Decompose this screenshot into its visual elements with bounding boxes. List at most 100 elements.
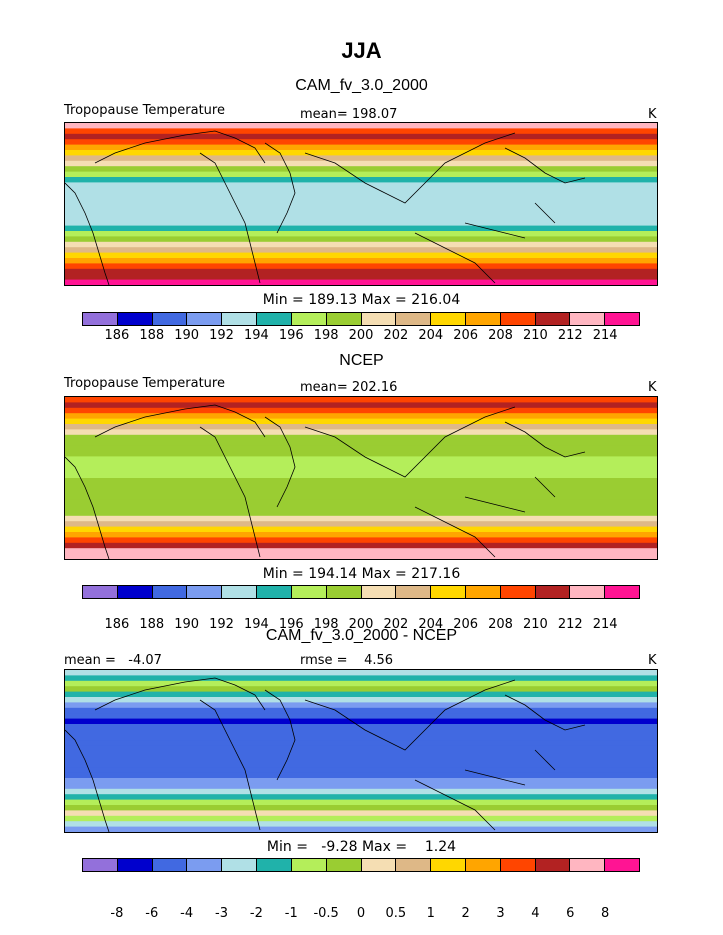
coastline: [414, 506, 496, 558]
colorbar-tick-label: 210: [522, 328, 548, 343]
coastline: [534, 476, 556, 498]
colorbar-swatch: [222, 313, 258, 325]
latitude-band: [65, 713, 657, 720]
colorbar-tick-label: 204: [418, 617, 444, 632]
colorbar-swatch: [257, 313, 292, 325]
colorbar-tick-label: 200: [348, 617, 374, 632]
latitude-band: [65, 488, 657, 495]
panel-title-diff: CAM_fv_3.0_2000 - NCEP: [265, 627, 458, 644]
colorbar-swatch: [152, 586, 188, 598]
latitude-band: [65, 128, 657, 135]
latitude-band: [65, 783, 657, 790]
colorbar-tick-label: 194: [243, 328, 269, 343]
coastline: [199, 426, 261, 558]
colorbar-swatch: [187, 313, 223, 325]
latitude-band: [65, 279, 657, 285]
rmse-label-diff: rmse = 4.56: [300, 653, 394, 668]
colorbar-swatch: [117, 586, 153, 598]
colorbar-tick-label: 206: [453, 328, 479, 343]
colorbar-swatch: [465, 313, 501, 325]
latitude-band: [65, 756, 657, 763]
coastline: [94, 677, 266, 711]
latitude-band: [65, 440, 657, 447]
latitude-band: [65, 670, 657, 676]
colorbar-tick-label: -1: [284, 906, 298, 921]
latitude-band: [65, 526, 657, 533]
variable-label-cam: Tropopause Temperature: [64, 103, 225, 118]
map-diff: [64, 669, 658, 833]
colorbar-tick-label: 188: [139, 328, 165, 343]
colorbar-swatch: [361, 586, 397, 598]
latitude-band: [65, 788, 657, 795]
colorbar-tick-label: 214: [592, 328, 618, 343]
latitude-band: [65, 133, 657, 140]
colorbar-tick-label: 214: [592, 617, 618, 632]
colorbar-tick-label: 198: [313, 617, 339, 632]
latitude-band: [65, 494, 657, 501]
colorbar-tick-label: 202: [383, 617, 409, 632]
colorbar-ncep: [82, 585, 640, 599]
coastline: [464, 496, 526, 513]
colorbar-swatch: [500, 859, 536, 871]
latitude-band: [65, 794, 657, 801]
colorbar-swatch: [535, 313, 571, 325]
map-canvas-cam: [65, 123, 657, 285]
colorbar-swatch: [83, 586, 118, 598]
latitude-band: [65, 778, 657, 784]
latitude-band: [65, 123, 657, 129]
colorbar-tick-label: -0.5: [313, 906, 339, 921]
latitude-band: [65, 418, 657, 425]
colorbar-swatch: [222, 859, 258, 871]
colorbar-swatch: [117, 859, 153, 871]
colorbar-swatch: [361, 859, 397, 871]
latitude-band: [65, 745, 657, 752]
latitude-band: [65, 707, 657, 714]
latitude-band: [65, 171, 657, 178]
colorbar-swatch: [465, 586, 501, 598]
colorbar-tick-label: 196: [278, 617, 304, 632]
latitude-band: [65, 499, 657, 506]
stats-label-ncep: Min = 194.14 Max = 217.16: [262, 566, 461, 582]
colorbar-diff: [82, 858, 640, 872]
colorbar-swatch: [396, 586, 432, 598]
colorbar-swatch: [535, 859, 571, 871]
latitude-band: [65, 510, 657, 517]
latitude-band: [65, 241, 657, 248]
coastline: [464, 222, 526, 239]
latitude-band: [65, 429, 657, 436]
latitude-band: [65, 675, 657, 682]
coastline: [414, 779, 496, 831]
colorbar-swatch: [83, 313, 118, 325]
mean-label-diff: mean = -4.07: [64, 653, 162, 668]
coastline: [464, 769, 526, 786]
latitude-band: [65, 397, 657, 403]
colorbar-swatch: [431, 313, 466, 325]
latitude-band: [65, 445, 657, 452]
colorbar-swatch: [465, 859, 501, 871]
latitude-band: [65, 252, 657, 259]
colorbar-swatch: [431, 859, 466, 871]
colorbar-swatch: [326, 586, 362, 598]
latitude-band: [65, 424, 657, 430]
latitude-band: [65, 263, 657, 270]
colorbar-swatch: [605, 586, 639, 598]
colorbar-cam: [82, 312, 640, 326]
colorbar-tick-label: 6: [566, 906, 575, 921]
mean-label-ncep: mean= 202.16: [300, 380, 398, 395]
latitude-band: [65, 718, 657, 725]
coastline: [199, 699, 261, 831]
colorbar-swatch: [535, 586, 571, 598]
map-canvas-diff: [65, 670, 657, 832]
colorbar-tick-label: 1: [426, 906, 435, 921]
colorbar-tick-label: 186: [104, 328, 130, 343]
latitude-band: [65, 478, 657, 484]
latitude-band: [65, 734, 657, 741]
latitude-band: [65, 826, 657, 832]
latitude-band: [65, 231, 657, 237]
latitude-band: [65, 198, 657, 205]
colorbar-tick-label: 186: [104, 617, 130, 632]
colorbar-tick-label: 206: [453, 617, 479, 632]
latitude-band: [65, 821, 657, 828]
latitude-band: [65, 150, 657, 156]
panel-title-cam: CAM_fv_3.0_2000: [295, 77, 428, 94]
